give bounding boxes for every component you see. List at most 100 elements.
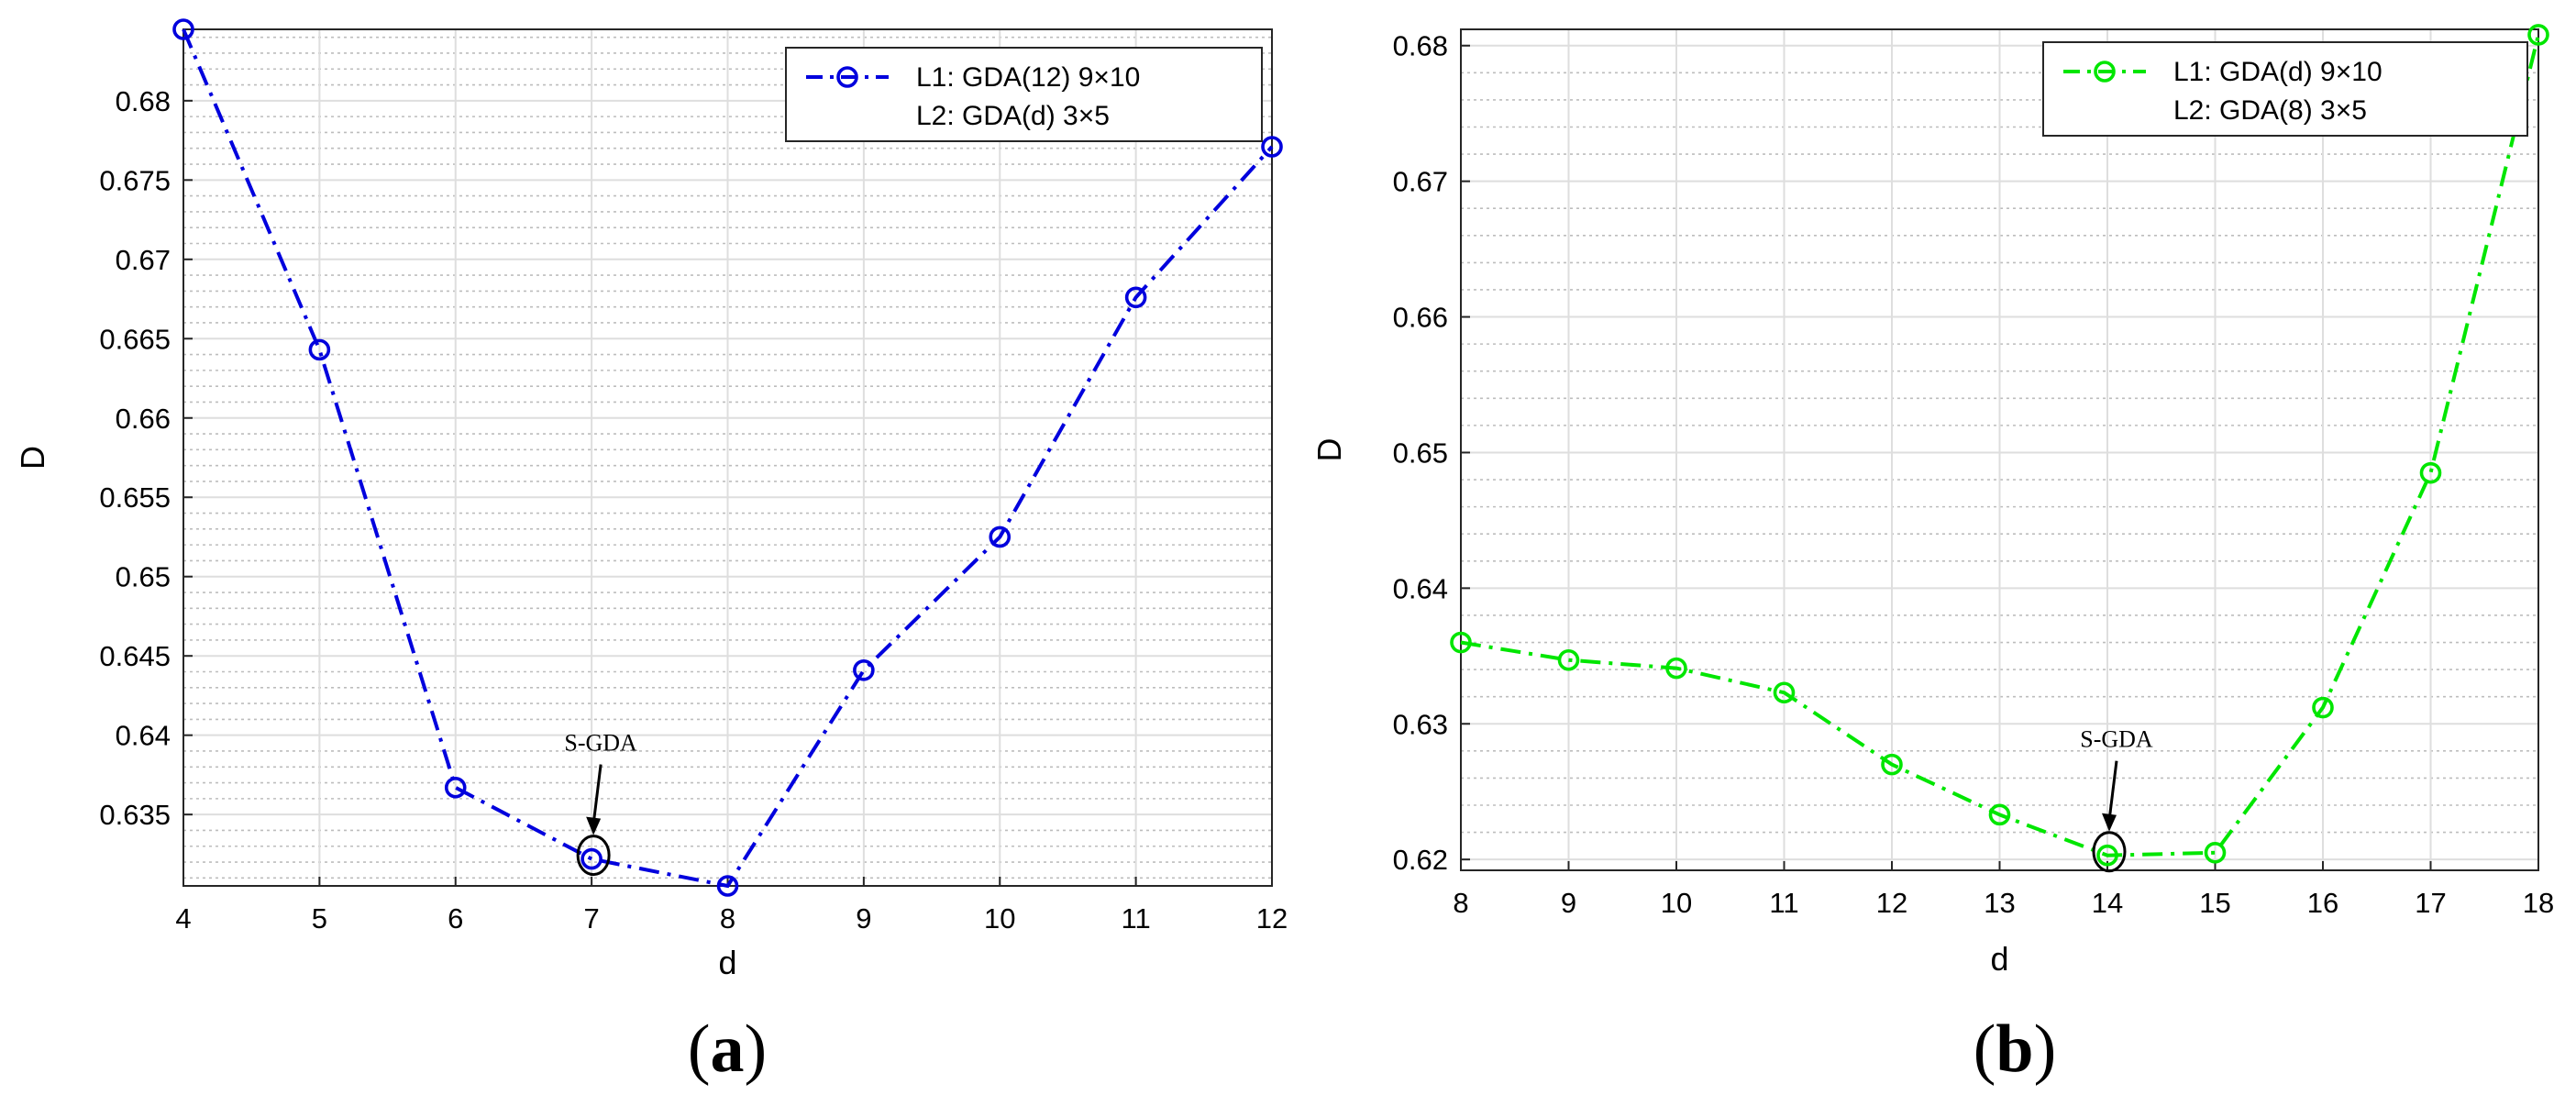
caption-letter: a bbox=[711, 1012, 745, 1087]
data-point bbox=[1665, 657, 1687, 680]
chart-panel-a: 4 5 6 7 8 9 10 11 120.6350.640.6450.650.6550.660… bbox=[14, 18, 1288, 1087]
data-point bbox=[308, 338, 331, 361]
legend-line2: L2: GDA(8) 3×5 bbox=[2173, 95, 2367, 126]
x-tick-label: 6 bbox=[448, 902, 463, 935]
annotation-arrowhead bbox=[586, 816, 602, 835]
legend-marker bbox=[836, 66, 858, 88]
caption-close-paren: ) bbox=[2034, 1012, 2057, 1087]
data-point bbox=[1773, 681, 1796, 704]
y-tick-label: 0.68 bbox=[116, 85, 171, 117]
annotation-label: S-GDA bbox=[2080, 726, 2153, 753]
highlight-ellipse bbox=[2092, 831, 2127, 873]
x-tick-label: 11 bbox=[1122, 902, 1151, 935]
caption-close-paren: ) bbox=[745, 1012, 768, 1087]
y-ticks: 0.62 0.63 0.64 0.65 0.66 0.67 0.68 bbox=[1393, 30, 1470, 876]
y-tick-label: 0.675 bbox=[99, 164, 171, 196]
x-tick-label: 5 bbox=[312, 902, 327, 935]
y-tick-label: 0.655 bbox=[99, 481, 171, 514]
x-tick-label: 10 bbox=[1661, 887, 1692, 919]
annotation-arrowhead bbox=[2102, 813, 2117, 832]
data-point bbox=[1450, 631, 1472, 654]
y-tick-label: 0.62 bbox=[1393, 844, 1448, 876]
data-point bbox=[172, 18, 194, 40]
y-tick-label: 0.63 bbox=[1393, 708, 1448, 740]
x-axis-label: d bbox=[718, 944, 736, 981]
data-point bbox=[1261, 136, 1283, 158]
annotation-s-gda: S-GDA bbox=[564, 730, 637, 877]
x-tick-label: 9 bbox=[1561, 887, 1576, 919]
legend-marker bbox=[2094, 61, 2116, 83]
y-axis-label: D bbox=[14, 446, 51, 470]
x-tick-label: 17 bbox=[2415, 887, 2446, 919]
legend: L1: GDA(12) 9×10 L2: GDA(d) 3×5 bbox=[785, 47, 1263, 142]
x-tick-label: 13 bbox=[1984, 887, 2015, 919]
y-tick-label: 0.67 bbox=[116, 244, 171, 276]
y-tick-label: 0.64 bbox=[116, 720, 171, 752]
x-tick-label: 12 bbox=[1256, 902, 1288, 935]
annotation-label: S-GDA bbox=[564, 730, 637, 757]
panel-caption: (b) bbox=[1973, 1012, 2056, 1087]
annotation-arrow-shaft bbox=[591, 764, 603, 824]
annotation-arrow-shaft bbox=[2107, 760, 2118, 821]
caption-open-paren: ( bbox=[1973, 1012, 1996, 1087]
series-line bbox=[172, 18, 1283, 897]
legend-line1: L1: GDA(d) 9×10 bbox=[2173, 57, 2383, 87]
series-polyline bbox=[1460, 34, 2540, 857]
legend-box bbox=[2042, 41, 2528, 137]
legend: L1: GDA(d) 9×10 L2: GDA(8) 3×5 bbox=[2042, 41, 2528, 137]
y-tick-label: 0.66 bbox=[116, 403, 171, 435]
data-point bbox=[580, 847, 603, 870]
major-grid bbox=[1460, 29, 2539, 870]
x-tick-label: 15 bbox=[2199, 887, 2230, 919]
x-axis-label: d bbox=[1990, 940, 2008, 978]
y-tick-label: 0.68 bbox=[1393, 30, 1448, 62]
y-tick-label: 0.65 bbox=[1393, 437, 1448, 469]
data-point bbox=[989, 525, 1012, 548]
annotation-s-gda: S-GDA bbox=[2080, 726, 2153, 873]
data-point bbox=[444, 776, 467, 799]
y-tick-label: 0.64 bbox=[1393, 572, 1448, 604]
caption-letter: b bbox=[1996, 1012, 2033, 1087]
data-point bbox=[2312, 696, 2334, 719]
series-polyline bbox=[182, 28, 1274, 889]
data-point bbox=[2419, 461, 2442, 484]
y-ticks: 0.635 0.64 0.645 0.65 0.655 0.66 0.665 0.67 0.67… bbox=[99, 85, 193, 831]
legend-line1: L1: GDA(12) 9×10 bbox=[916, 62, 1140, 93]
data-point bbox=[1557, 648, 1580, 671]
data-point bbox=[716, 875, 739, 897]
series-line bbox=[1450, 24, 2549, 867]
x-tick-label: 14 bbox=[2092, 887, 2123, 919]
legend-line2: L2: GDA(d) 3×5 bbox=[916, 101, 1110, 131]
data-point bbox=[1988, 803, 2011, 826]
data-point bbox=[1124, 286, 1147, 309]
x-ticks: 8 9 10 11 12 13 14 15 16 17 18 bbox=[1453, 861, 2554, 919]
y-tick-label: 0.65 bbox=[116, 561, 171, 593]
x-tick-label: 11 bbox=[1769, 887, 1798, 919]
x-tick-label: 10 bbox=[984, 902, 1015, 935]
data-point bbox=[1881, 753, 1903, 776]
x-ticks: 4 5 6 7 8 9 10 11 12 bbox=[175, 877, 1288, 935]
x-tick-label: 9 bbox=[856, 902, 871, 935]
data-point bbox=[2204, 841, 2227, 864]
x-tick-label: 8 bbox=[1453, 887, 1468, 919]
data-point bbox=[2527, 24, 2549, 46]
y-axis-label: D bbox=[1310, 438, 1348, 462]
x-tick-label: 16 bbox=[2307, 887, 2338, 919]
data-point bbox=[2096, 844, 2118, 867]
legend-box bbox=[785, 47, 1263, 142]
y-tick-label: 0.66 bbox=[1393, 302, 1448, 334]
y-tick-label: 0.635 bbox=[99, 799, 171, 831]
highlight-ellipse bbox=[576, 835, 611, 877]
caption-open-paren: ( bbox=[688, 1012, 711, 1087]
y-tick-label: 0.645 bbox=[99, 640, 171, 672]
x-tick-label: 18 bbox=[2523, 887, 2554, 919]
y-tick-label: 0.67 bbox=[1393, 166, 1448, 198]
x-tick-label: 8 bbox=[720, 902, 735, 935]
x-tick-label: 4 bbox=[175, 902, 191, 935]
data-point bbox=[853, 658, 875, 681]
x-tick-label: 7 bbox=[584, 902, 600, 935]
panel-caption: (a) bbox=[688, 1012, 767, 1087]
y-tick-label: 0.665 bbox=[99, 323, 171, 355]
chart-panel-b: 8 9 10 11 12 13 14 15 16 17 18 0.62 0.63 0.64 0.65 0.66… bbox=[1310, 24, 2554, 1087]
